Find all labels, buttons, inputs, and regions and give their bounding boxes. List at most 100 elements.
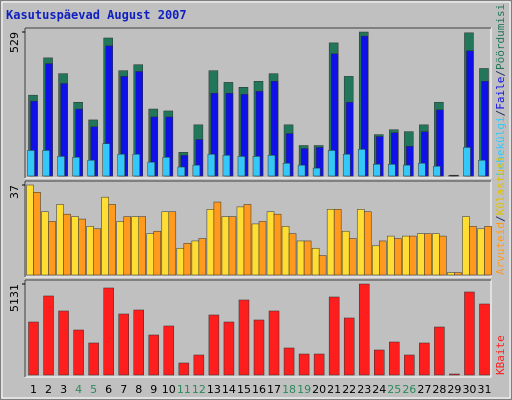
bar [343,317,355,376]
x-tick-label: 11 [177,383,191,396]
bar [103,287,114,376]
bar [116,221,124,276]
bar [102,143,110,177]
bar [447,272,455,276]
x-tick-label: 6 [105,383,112,396]
bar [133,309,144,376]
bar [363,211,372,276]
bar [48,221,56,276]
bar [313,353,325,376]
bar [341,230,350,276]
bar [297,164,306,177]
bar [439,235,447,276]
x-tick-label: 28 [432,383,446,396]
bar [26,184,34,276]
bar [146,233,155,276]
x-tick-label: 14 [222,383,236,396]
x-tick-label: 9 [150,383,157,396]
bar [404,354,415,376]
bar [131,216,139,276]
x-tick-label: 15 [237,383,251,396]
bar [192,164,201,177]
bar [163,325,175,376]
bar [462,216,470,276]
x-tick-label: 12 [192,383,206,396]
bar [88,342,99,376]
legend-separator: / [494,70,507,77]
bar [484,226,492,276]
y-tick-label: 5131 [8,284,21,312]
x-tick-label: 23 [357,383,371,396]
bar [266,211,275,276]
bar [389,341,400,376]
legend-entry: Külastusi [494,156,507,216]
legend-entry: KBaite [494,335,507,375]
y-tick-label: 529 [8,32,21,53]
bar [478,159,486,177]
bar [108,204,116,276]
x-tick-label: 21 [327,383,341,396]
bar [71,216,79,276]
legend-entry: Faile [494,77,507,110]
bar [208,314,220,376]
bar [57,156,65,177]
bar [273,213,282,276]
bar [298,353,310,376]
x-tick-label: 24 [372,383,386,396]
bar [63,213,71,276]
bar [424,233,432,276]
legend-entry: Arvuteid [494,222,507,275]
bar [123,216,131,276]
x-tick-label: 3 [60,383,67,396]
bar [27,150,35,177]
bar [318,255,327,276]
x-tick-label: 18 [282,383,296,396]
y-tick-label: 37 [8,185,21,199]
bar [333,209,342,276]
legend: Arvuteid/Külastusi [494,156,507,275]
bar [243,204,252,276]
bar [177,166,186,177]
x-tick-label: 16 [252,383,266,396]
bar [417,233,425,276]
legend-separator: / [494,215,507,222]
legend-entry: Pöördumisi [494,4,507,70]
bar [479,303,490,376]
bar [238,299,250,376]
bar [348,238,357,276]
bar [223,321,235,376]
bar [469,226,477,276]
x-tick-label: 2 [45,383,52,396]
bar [477,228,485,276]
bar [147,161,156,177]
bar [251,223,260,276]
bar [454,272,462,276]
bar [213,201,222,276]
bar [418,162,426,177]
bar [58,310,69,376]
bar [117,153,125,177]
chart-title: Kasutuspäevad August 2007 [6,8,187,22]
x-tick-label: 7 [120,383,127,396]
bar [463,147,471,177]
bar [464,291,475,376]
bar [282,162,291,177]
bar [148,334,160,376]
x-tick-label: 27 [417,383,431,396]
bar [168,211,177,276]
x-tick-label: 13 [207,383,221,396]
bar [193,354,205,376]
bar [56,204,64,276]
bar [342,153,351,177]
bar [432,233,440,276]
bar [41,211,49,276]
bar [394,238,402,276]
bar [326,209,335,276]
bar [358,283,370,376]
bar [161,211,170,276]
x-tick-label: 31 [477,383,491,396]
bar [328,296,340,376]
x-tick-label: 20 [312,383,326,396]
bar [283,347,295,376]
